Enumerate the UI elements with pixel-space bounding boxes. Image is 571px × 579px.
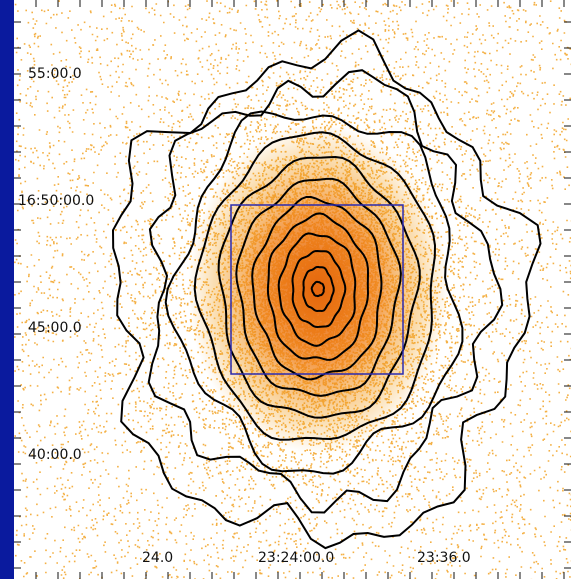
surface-brightness-contours — [111, 29, 542, 550]
contour-level-5 — [217, 155, 421, 419]
x-tick-label-232400: 23:24:00.0 — [258, 550, 335, 566]
x-tick-label-2336: 23:36.0 — [417, 550, 471, 566]
contour-level-8 — [266, 212, 370, 361]
contour-level-10 — [291, 249, 347, 329]
contour-level-11 — [302, 266, 335, 313]
contour-level-1 — [111, 29, 542, 550]
contour-level-3 — [164, 110, 464, 475]
y-tick-label-1650: 16:50:00.0 — [18, 193, 95, 209]
y-tick-label-40: 40:00.0 — [28, 447, 82, 463]
axis-ticks — [14, 0, 571, 579]
contour-level-2 — [147, 69, 504, 514]
xray-image-plot — [14, 0, 571, 579]
contour-level-4 — [193, 131, 437, 441]
x-tick-label-24: 24.0 — [142, 550, 174, 566]
y-tick-label-55: 55:00.0 — [28, 66, 82, 82]
image-frame: 55:00.0 16:50:00.0 45:00.0 40:00.0 24.0 … — [14, 0, 571, 579]
contour-level-12 — [310, 280, 326, 298]
tick-marks — [14, 0, 571, 579]
contour-level-9 — [277, 232, 357, 347]
emission-core-glow — [188, 124, 448, 454]
contour-level-6 — [235, 177, 402, 397]
y-tick-label-45: 45:00.0 — [28, 320, 82, 336]
region-box — [230, 204, 404, 375]
contour-level-7 — [251, 196, 383, 381]
